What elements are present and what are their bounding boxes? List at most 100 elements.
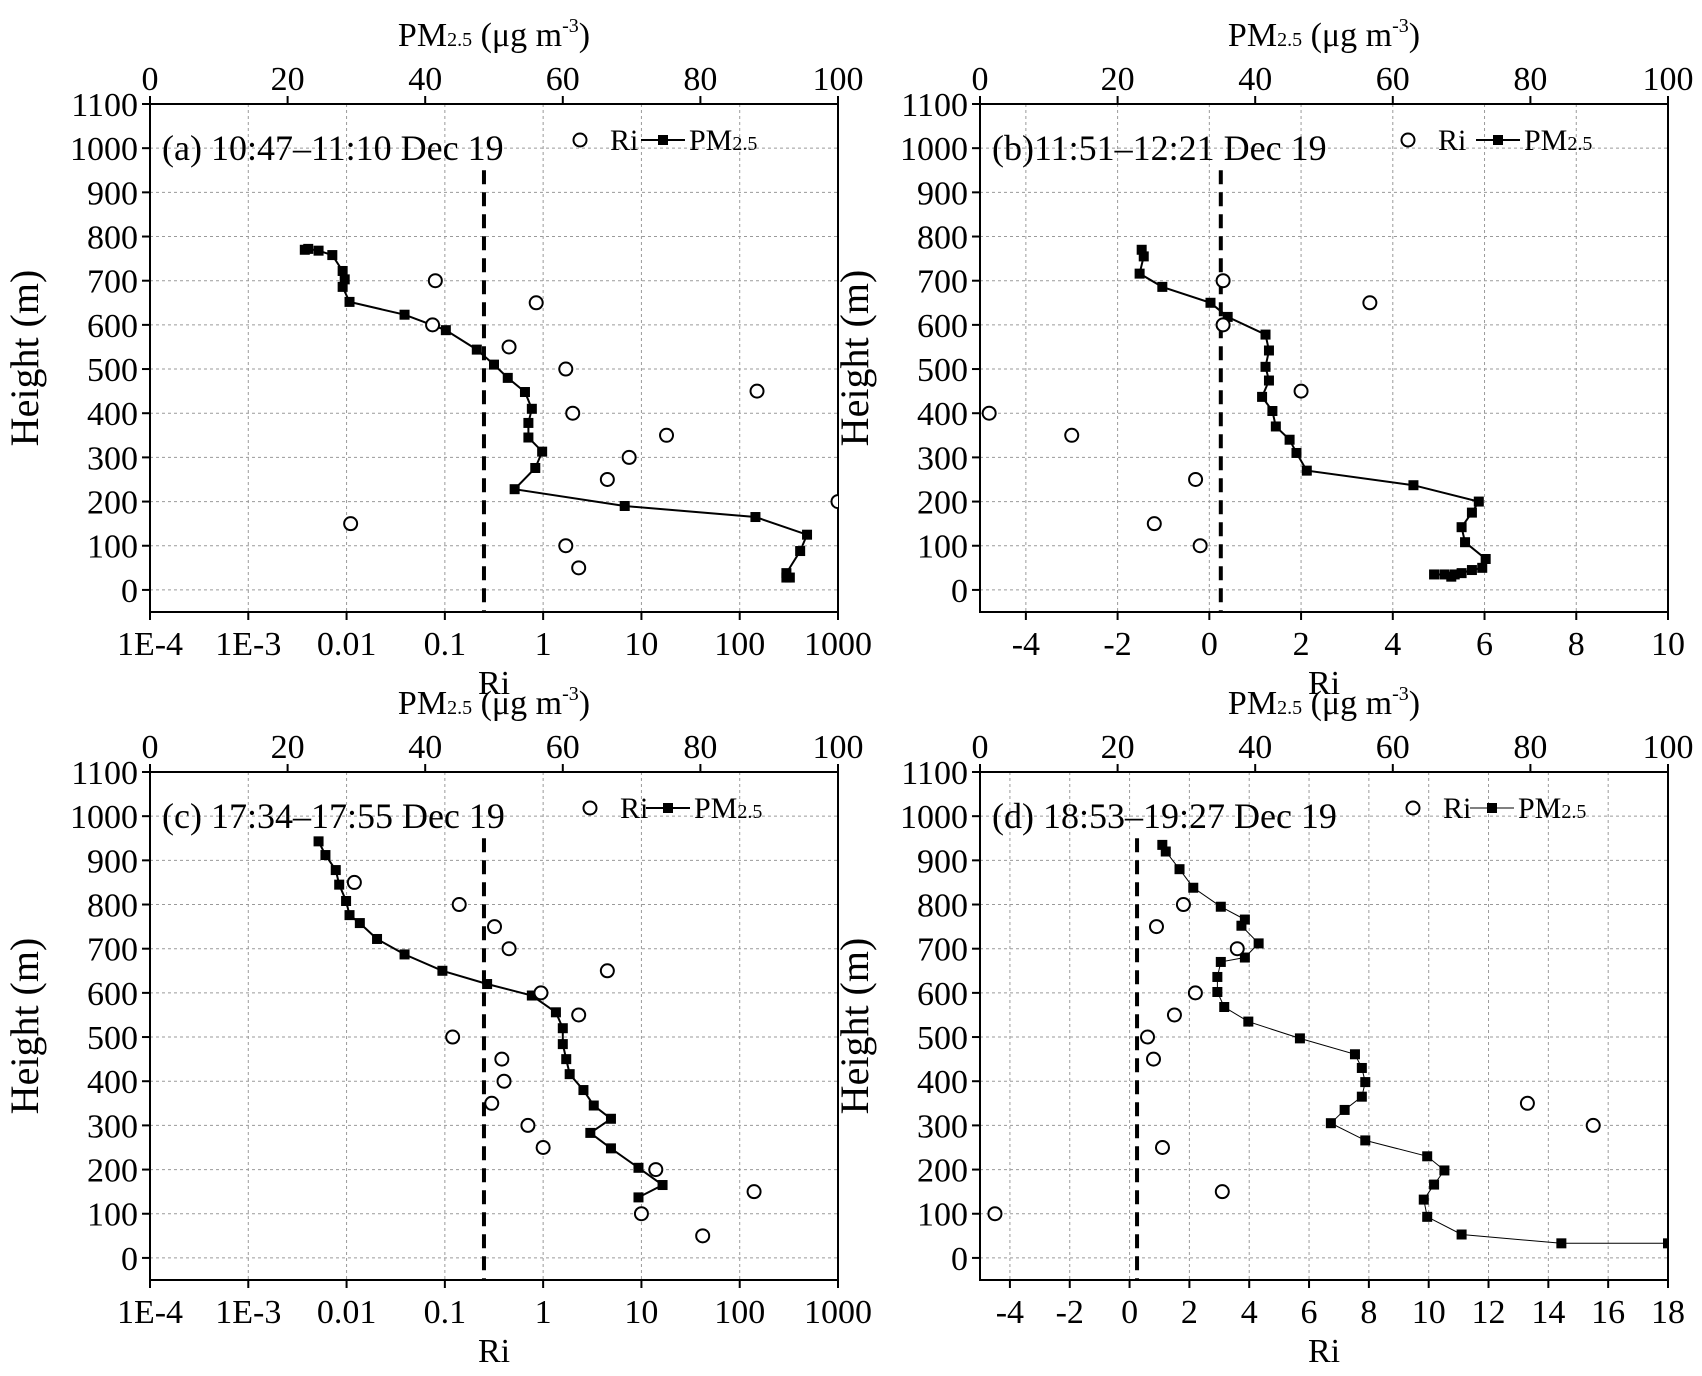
ri-point [343,516,359,532]
y-tick-label: 600 [87,308,138,345]
y-tick-label: 100 [87,529,138,566]
legend-pm-label-main: PM [1518,792,1561,825]
pm25-point [1253,938,1264,949]
plot-content [981,170,1491,612]
x-tick-label: 0 [1121,1294,1138,1331]
pm25-point [1456,1229,1467,1240]
x-tick-label: 0.01 [317,626,377,663]
pm25-point [619,500,630,511]
x-tick-label: 0.1 [424,1294,467,1331]
top-tick-label: 40 [408,729,442,766]
x-tick-label: 10 [624,626,658,663]
x-tick-label: 0 [1201,626,1218,663]
pm25-point [337,281,348,292]
ri-point [981,405,997,421]
top-tick-label: 60 [546,729,580,766]
x-tick-label: 1E-3 [215,626,281,663]
pm25-point [489,359,499,370]
x-tick-label: 4 [1241,1294,1258,1331]
panel-title: (d) 18:53–19:27 Dec 19 [992,796,1337,836]
x-tick-label: 6 [1301,1294,1318,1331]
top-axis-title-close: ) [579,685,590,722]
pm25-point [313,245,324,256]
pm25-point [523,432,534,443]
y-tick-label: 0 [121,1241,138,1278]
x-tick-label: 6 [1476,626,1493,663]
top-tick-label: 100 [813,729,864,766]
pm25-point [530,462,541,473]
y-tick-label: 400 [87,396,138,433]
y-tick-label: 100 [917,529,968,566]
x-tick-label: 0.1 [424,626,467,663]
plot-content [987,838,1668,1280]
pm25-point [523,417,534,428]
legend-pm-marker [658,135,668,145]
y-tick-label: 0 [121,573,138,610]
pm25-point [1263,345,1274,356]
y-tick-label: 500 [87,1020,138,1057]
ri-point [571,560,587,576]
legend-pm-label-sub: 2.5 [1567,133,1592,155]
pm25-point [564,1069,575,1080]
y-tick-label: 700 [917,264,968,301]
ri-point [599,963,615,979]
pm25-point [1360,1135,1371,1146]
y-tick-label: 1000 [900,799,968,836]
pm25-point [1446,571,1457,582]
x-tick-label: 10 [1651,626,1685,663]
top-tick-label: 40 [408,61,442,98]
ri-point [1166,1007,1182,1023]
pm25-point [1263,375,1274,386]
y-tick-label: 700 [917,932,968,969]
pm25-point [1291,447,1302,458]
legend-ri-symbol [582,800,598,816]
pm25-point [320,850,331,861]
legend-ri-label: Ri [620,792,648,825]
x-tick-label: 1E-4 [117,1294,183,1331]
ri-point [533,985,549,1001]
pm25-point [437,965,448,976]
top-tick-label: 80 [1513,61,1547,98]
pm25-point [1349,1049,1360,1060]
y-tick-label: 900 [917,175,968,212]
pm25-point [588,1100,599,1111]
ri-point [746,1184,762,1200]
top-axis-title-sub: 2.5 [447,697,472,719]
ri-point [648,1162,664,1178]
y-tick-label: 900 [917,843,968,880]
pm25-point [1473,496,1484,507]
top-tick-label: 40 [1238,729,1272,766]
top-axis-title: PM2.5 (μg m-3) [398,683,590,722]
pm25-point [502,372,513,383]
y-tick-label: 200 [917,1153,968,1190]
y-tick-label: 1000 [70,131,138,168]
y-axis-title: Height (m) [2,270,47,447]
x-tick-label: 12 [1472,1294,1506,1331]
legend-pm-label-main: PM [1524,124,1567,157]
x-tick-label: 2 [1293,626,1310,663]
top-axis-title-exp: -3 [1392,683,1409,705]
top-tick-label: 0 [142,729,159,766]
top-axis-title-sub: 2.5 [1277,29,1302,51]
ri-point [1187,985,1203,1001]
top-axis-title-unit: (μg m [472,685,562,722]
x-tick-label: 2 [1181,1294,1198,1331]
pm25-point [1356,1062,1367,1073]
x-tick-label: 1000 [804,1294,872,1331]
ri-point [346,874,362,890]
top-axis-title-close: ) [1409,685,1420,722]
pm25-point [557,1039,568,1050]
pm25-point [330,865,341,876]
top-tick-label: 20 [1101,61,1135,98]
top-axis-title-main: PM [1228,685,1277,722]
x-tick-label: 1 [535,1294,552,1331]
pm25-point [1284,434,1295,445]
ri-point [1229,941,1245,957]
y-tick-label: 0 [951,1241,968,1278]
x-tick-label: 100 [714,626,765,663]
ri-point [1519,1095,1535,1111]
pm25-point [303,243,314,254]
pm25-point [537,446,548,457]
pm25-point [1134,268,1145,279]
y-tick-label: 500 [917,352,968,389]
